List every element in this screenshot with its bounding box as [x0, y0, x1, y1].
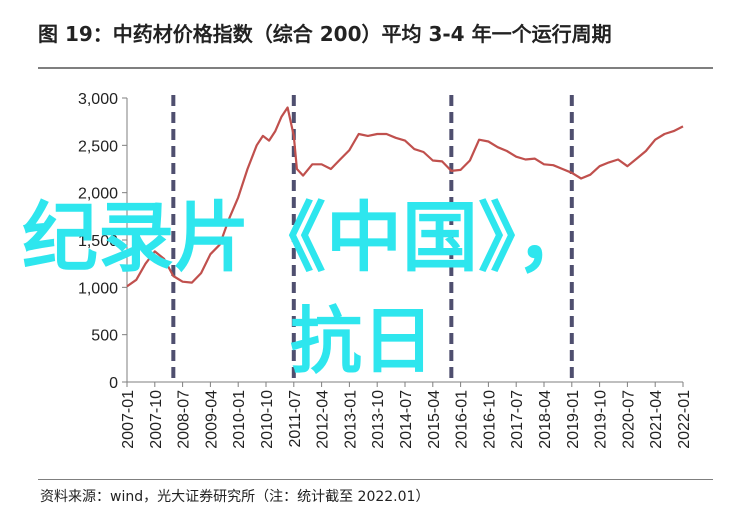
x-tick-label: 2021-04 — [648, 390, 665, 449]
x-tick-label: 2016-10 — [481, 390, 498, 449]
x-tick-label: 2017-07 — [509, 390, 526, 449]
y-tick-label: 3,000 — [78, 91, 118, 108]
title-divider — [38, 67, 713, 69]
x-tick-label: 2019-10 — [593, 390, 610, 449]
series-lines — [126, 106, 684, 288]
y-tick-label: 2,000 — [78, 186, 118, 203]
x-tick-label: 2008-07 — [176, 390, 193, 449]
x-tick-label: 2015-04 — [426, 390, 443, 449]
watermark-line1: 纪录片《中国》， — [22, 193, 592, 282]
y-axis-ticks: 0 500 1,000 1,500 2,000 2,500 3,000 — [78, 91, 127, 392]
x-tick-label: 2010-01 — [231, 390, 248, 449]
y-tick-label: 2,500 — [78, 138, 118, 155]
x-tick-label: 2013-01 — [342, 390, 359, 449]
x-tick-label: 2012-04 — [315, 390, 332, 449]
x-tick-label: 2016-01 — [454, 390, 471, 449]
y-tick-label: 1,500 — [78, 233, 118, 250]
x-tick-label: 2014-07 — [398, 390, 415, 449]
x-tick-label: 2010-10 — [259, 390, 276, 449]
series-line — [126, 106, 684, 288]
x-tick-label: 2022-01 — [676, 390, 693, 449]
source-note: 资料来源：wind，光大证券研究所（注：统计截至 2022.01） — [40, 489, 430, 505]
x-tick-label: 2018-04 — [537, 390, 554, 449]
x-axis-ticks: 2007-01 2007-10 2008-07 2009-04 2010-01 2010-… — [120, 382, 693, 449]
y-tick-label: 0 — [109, 375, 118, 392]
x-tick-label: 2020-07 — [620, 390, 637, 449]
x-tick-label: 2011-07 — [287, 390, 304, 448]
source-divider — [38, 479, 713, 480]
x-tick-label: 2013-10 — [370, 390, 387, 449]
y-tick-label: 500 — [91, 328, 118, 345]
x-tick-label: 2019-01 — [565, 390, 582, 449]
chart-title: 图 19：中药材价格指数（综合 200）平均 3-4 年一个运行周期 — [38, 22, 612, 46]
x-tick-label: 2009-04 — [203, 390, 220, 449]
x-tick-label: 2007-01 — [120, 390, 137, 449]
cycle-markers — [171, 95, 574, 382]
y-tick-label: 1,000 — [78, 280, 118, 297]
x-tick-label: 2007-10 — [148, 390, 165, 449]
watermark-line2: 抗日 — [290, 299, 435, 383]
